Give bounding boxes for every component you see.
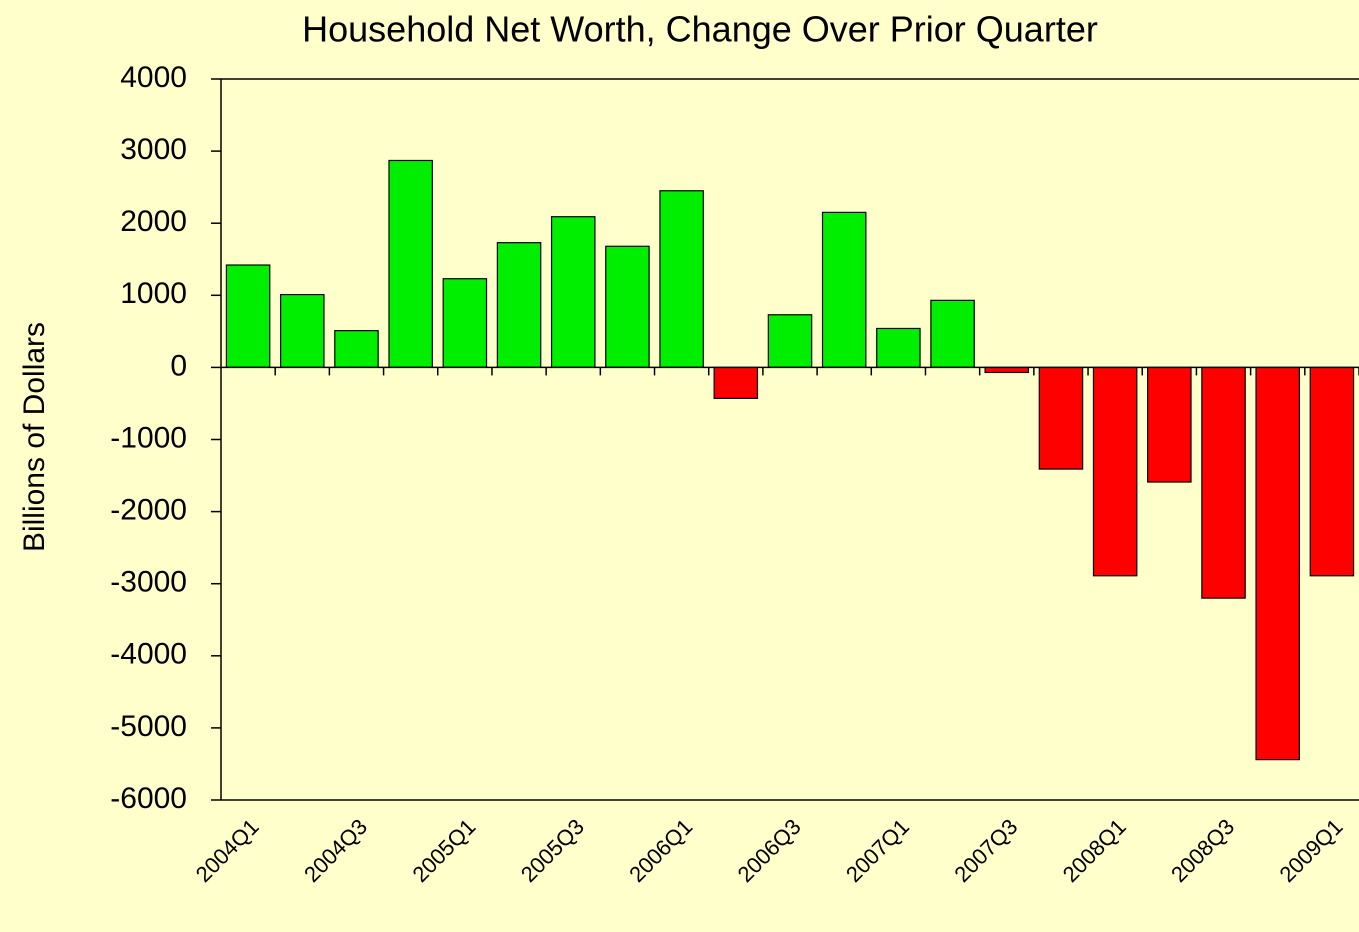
y-tick-label: 3000 [120, 133, 187, 166]
y-axis-label: Billions of Dollars [18, 322, 51, 552]
bar [1038, 366, 1084, 470]
y-tick-label: 0 [170, 349, 187, 382]
bar [930, 299, 975, 368]
y-tick-label: -6000 [110, 782, 187, 815]
bar [984, 366, 1030, 374]
y-tick-label: 4000 [120, 61, 187, 94]
chart-title: Household Net Worth, Change Over Prior Q… [302, 9, 1098, 50]
bar [1201, 366, 1246, 599]
y-tick-label: -1000 [110, 421, 187, 454]
bar [1092, 366, 1138, 577]
bar [1255, 366, 1300, 761]
bar [1147, 366, 1192, 483]
y-tick-label: -5000 [110, 710, 187, 743]
bar [767, 314, 813, 368]
bar [388, 159, 433, 369]
bar [605, 245, 650, 369]
y-tick-label: -3000 [110, 566, 187, 599]
bar [334, 330, 379, 368]
bar [876, 327, 921, 369]
y-tick-label: -2000 [110, 494, 187, 527]
bar [496, 242, 542, 369]
bar [1309, 366, 1355, 577]
bar [659, 190, 704, 369]
bar [821, 211, 867, 368]
y-tick-label: -4000 [110, 638, 187, 671]
y-tick-label: 2000 [120, 205, 187, 238]
y-tick-label: 1000 [120, 277, 187, 310]
bar [225, 264, 271, 369]
bar [442, 278, 488, 369]
bar [550, 216, 596, 368]
bar [713, 366, 759, 400]
bar [280, 293, 325, 369]
